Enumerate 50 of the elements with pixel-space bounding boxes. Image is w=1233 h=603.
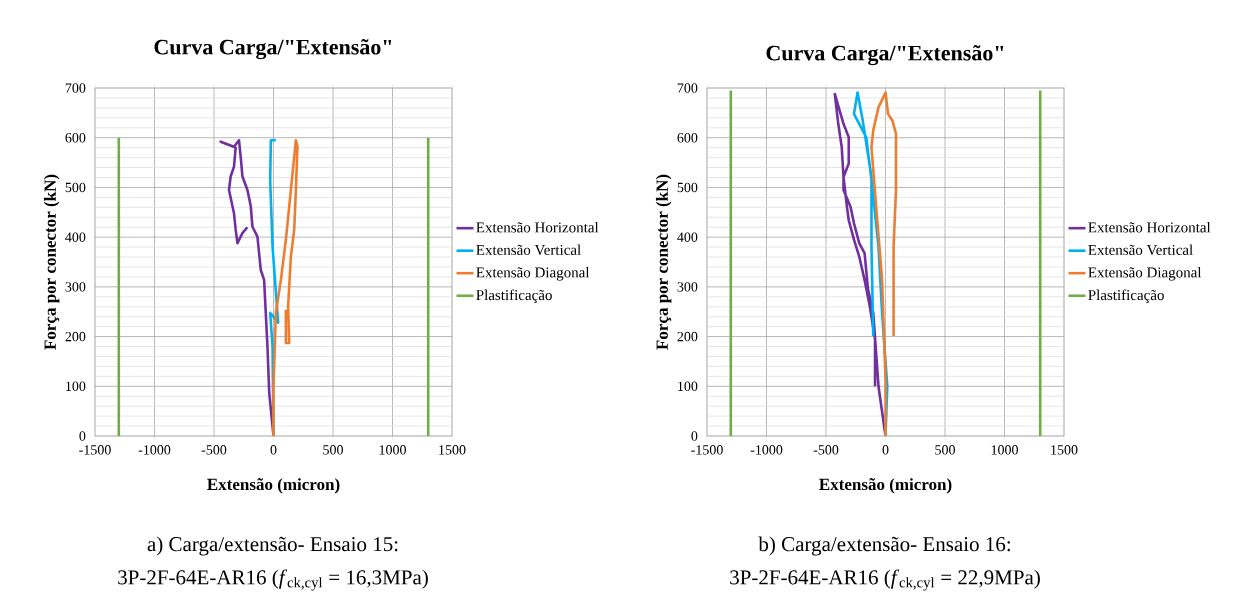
legend-label: Plastificação [1088,289,1164,304]
y-tick-label: 200 [65,331,86,342]
x-tick-label: -1000 [750,445,783,455]
chart-title: Curva Carga/"Extensão" [154,38,392,60]
x-tick-label: -1500 [79,445,111,455]
y-tick-label: 600 [65,133,86,143]
x-tick-label: 1000 [991,445,1018,455]
x-tick-label: 0 [270,445,277,455]
y-tick-label: 300 [65,282,86,292]
legend-label: Extensão Vertical [1088,244,1193,256]
chart-title: Curva Carga/"Extensão" [766,44,1004,66]
legend-label: Extensão Diagonal [476,266,590,281]
x-tick-label: 500 [323,445,343,455]
text: 3P-2F-64E-AR16 (f$_{ck,cyl}$ = 22,9MPa) [730,569,1040,591]
legend-label: Plastificação [476,289,552,304]
x-tick-label: 0 [882,445,889,455]
y-tick-label: 700 [65,83,86,93]
x-axis-title: Extensão (micron) [819,478,952,494]
x-tick-label: 1000 [379,445,406,455]
x-tick-label: 500 [935,445,955,455]
x-tick-label: -1500 [691,445,723,455]
y-tick-label: 0 [691,431,698,441]
y-tick-label: 0 [79,431,86,441]
y-tick-label: 100 [66,381,86,392]
legend-label: Extensão Horizontal [1088,221,1211,233]
y-tick-label: 600 [677,133,698,143]
text: b) Carga/extensão- Ensaio 16: [758,536,1010,556]
x-axis-title: Extensão (micron) [207,478,340,494]
x-tick-label: 1500 [1051,445,1078,455]
y-tick-label: 500 [65,182,86,193]
x-tick-label: 1500 [439,445,466,455]
x-tick-label: -500 [201,445,227,455]
text: 3P-2F-64E-AR16 (f$_{ck,cyl}$ = 16,3MPa) [118,569,428,591]
y-tick-label: 400 [65,232,86,242]
legend-label: Extensão Vertical [476,244,581,256]
y-tick-label: 400 [677,232,698,242]
x-tick-label: -1000 [138,445,171,455]
legend-label: Extensão Diagonal [1088,266,1202,281]
legend-label: Extensão Horizontal [476,221,599,233]
line-series [272,138,299,437]
y-tick-label: 200 [677,331,698,342]
y-tick-label: 300 [677,282,698,292]
y-axis-title: Força por conector (kN) [43,174,60,350]
text: a) Carga/extensão- Ensaio 15: [147,536,398,556]
x-tick-label: -500 [813,445,839,455]
y-tick-label: 700 [677,83,698,93]
y-tick-label: 100 [678,381,698,392]
y-tick-label: 500 [677,182,698,193]
line-series [870,91,898,437]
y-axis-title: Força por conector (kN) [655,174,672,350]
